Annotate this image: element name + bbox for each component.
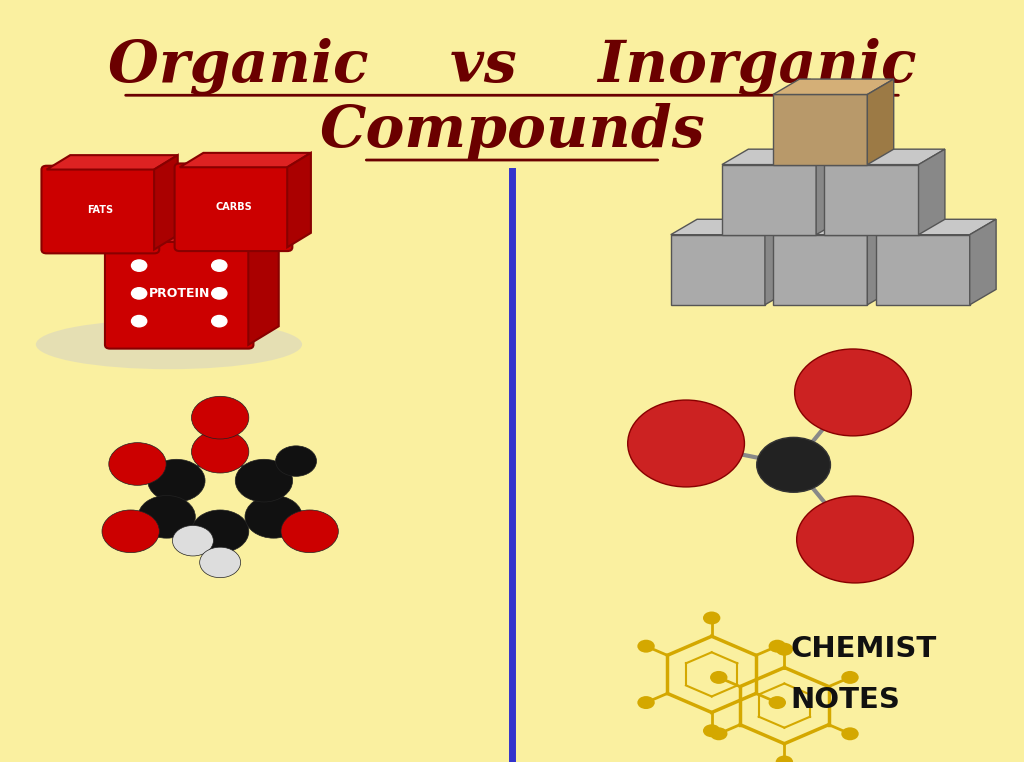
Circle shape — [769, 639, 786, 652]
Polygon shape — [919, 149, 945, 235]
Circle shape — [200, 547, 241, 578]
FancyBboxPatch shape — [824, 165, 919, 235]
Circle shape — [769, 696, 786, 709]
Polygon shape — [867, 219, 894, 305]
Circle shape — [757, 437, 830, 492]
Circle shape — [191, 510, 249, 552]
FancyBboxPatch shape — [773, 235, 867, 305]
Text: FATS: FATS — [87, 204, 114, 215]
Circle shape — [138, 495, 196, 538]
Circle shape — [147, 459, 205, 502]
Circle shape — [710, 727, 727, 740]
Circle shape — [842, 671, 859, 684]
Circle shape — [281, 510, 338, 552]
Circle shape — [842, 727, 859, 740]
Polygon shape — [110, 223, 279, 242]
Polygon shape — [876, 219, 996, 235]
Circle shape — [776, 756, 793, 762]
Text: CHEMIST: CHEMIST — [791, 636, 937, 663]
Circle shape — [776, 642, 793, 655]
Polygon shape — [773, 219, 894, 235]
Circle shape — [710, 671, 727, 684]
Polygon shape — [248, 223, 279, 344]
Circle shape — [637, 696, 654, 709]
Text: NOTES: NOTES — [791, 686, 900, 713]
Polygon shape — [287, 153, 311, 247]
Circle shape — [109, 443, 166, 485]
Text: CARBS: CARBS — [215, 202, 252, 213]
Polygon shape — [671, 219, 792, 235]
Polygon shape — [722, 149, 843, 165]
Circle shape — [702, 724, 720, 738]
Polygon shape — [773, 79, 894, 94]
Circle shape — [131, 260, 146, 271]
Circle shape — [275, 446, 316, 476]
FancyBboxPatch shape — [876, 235, 970, 305]
Polygon shape — [154, 155, 178, 250]
Polygon shape — [765, 219, 792, 305]
Circle shape — [212, 315, 227, 327]
Polygon shape — [816, 149, 843, 235]
Circle shape — [212, 260, 227, 271]
Circle shape — [236, 459, 293, 502]
Polygon shape — [867, 79, 894, 165]
FancyBboxPatch shape — [773, 94, 867, 165]
Circle shape — [637, 639, 654, 652]
FancyBboxPatch shape — [42, 166, 160, 253]
Circle shape — [628, 400, 744, 487]
Circle shape — [191, 396, 249, 439]
Circle shape — [191, 431, 249, 473]
Circle shape — [172, 526, 213, 556]
FancyBboxPatch shape — [174, 164, 293, 251]
Polygon shape — [824, 149, 945, 165]
Circle shape — [102, 510, 160, 552]
Polygon shape — [47, 155, 178, 170]
Text: PROTEIN: PROTEIN — [148, 287, 210, 300]
FancyBboxPatch shape — [671, 235, 765, 305]
Ellipse shape — [36, 320, 302, 369]
Polygon shape — [180, 153, 311, 168]
Circle shape — [795, 349, 911, 436]
Text: Compounds: Compounds — [319, 103, 705, 159]
Circle shape — [212, 288, 227, 299]
Polygon shape — [970, 219, 996, 305]
Circle shape — [797, 496, 913, 583]
Circle shape — [245, 495, 302, 538]
FancyBboxPatch shape — [104, 238, 254, 349]
FancyBboxPatch shape — [722, 165, 816, 235]
Text: Organic    vs    Inorganic: Organic vs Inorganic — [108, 38, 916, 95]
Circle shape — [131, 288, 146, 299]
Circle shape — [702, 611, 720, 625]
Circle shape — [131, 315, 146, 327]
